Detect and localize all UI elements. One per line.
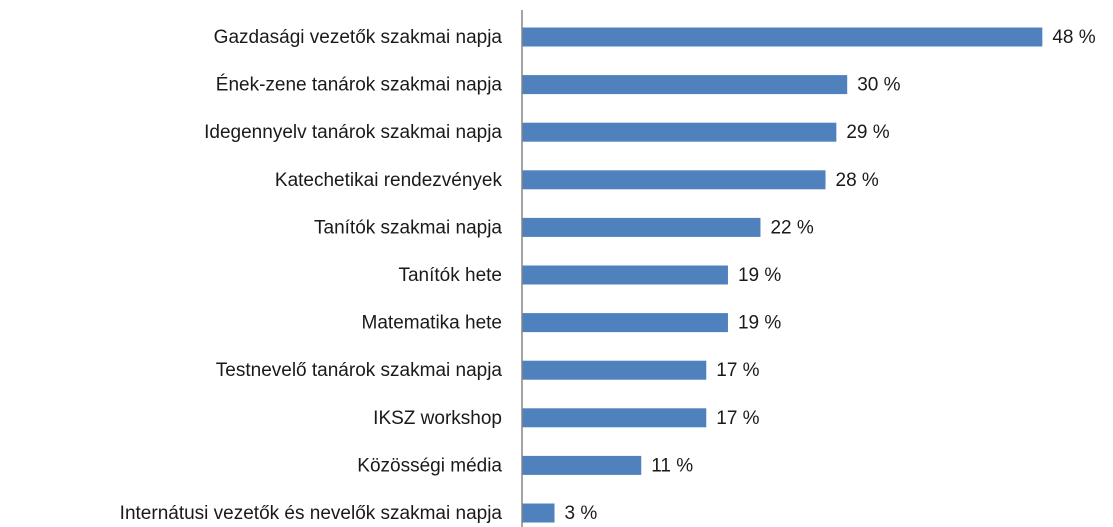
category-label: Tanítók szakmai napja <box>314 217 502 238</box>
category-label: Közösségi média <box>357 455 502 476</box>
bar <box>522 360 707 380</box>
category-label: Tanítók hete <box>398 265 502 286</box>
bar <box>522 455 642 475</box>
value-label: 29 % <box>846 122 889 143</box>
bar <box>522 503 555 523</box>
value-label: 30 % <box>857 75 900 96</box>
bar <box>522 265 728 285</box>
value-label: 11 % <box>651 455 693 476</box>
bar <box>522 313 728 333</box>
bar <box>522 75 848 95</box>
category-label: IKSZ workshop <box>373 408 502 429</box>
value-label: 3 % <box>565 503 598 524</box>
value-label: 17 % <box>716 408 759 429</box>
category-label: Internátusi vezetők és nevelők szakmai n… <box>120 503 503 524</box>
value-label: 28 % <box>836 170 879 191</box>
bar <box>522 170 826 190</box>
category-label: Idegennyelv tanárok szakmai napja <box>204 122 502 143</box>
value-label: 17 % <box>716 360 759 381</box>
value-label: 19 % <box>738 265 781 286</box>
value-label: 48 % <box>1052 27 1095 48</box>
category-label: Katechetikai rendezvények <box>275 170 503 191</box>
bar <box>522 122 837 142</box>
category-label: Ének-zene tanárok szakmai napja <box>216 75 503 96</box>
category-label: Testnevelő tanárok szakmai napja <box>216 360 503 381</box>
bar <box>522 217 761 237</box>
bar <box>522 408 707 428</box>
category-label: Gazdasági vezetők szakmai napja <box>214 27 503 48</box>
category-label: Matematika hete <box>362 313 502 334</box>
bar <box>522 27 1043 47</box>
value-label: 22 % <box>770 217 813 238</box>
value-label: 19 % <box>738 313 781 334</box>
